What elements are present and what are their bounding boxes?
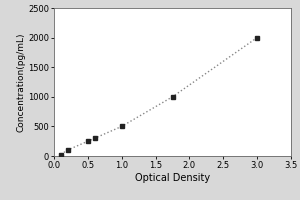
Y-axis label: Concentration(pg/mL): Concentration(pg/mL) (16, 32, 26, 132)
X-axis label: Optical Density: Optical Density (135, 173, 210, 183)
